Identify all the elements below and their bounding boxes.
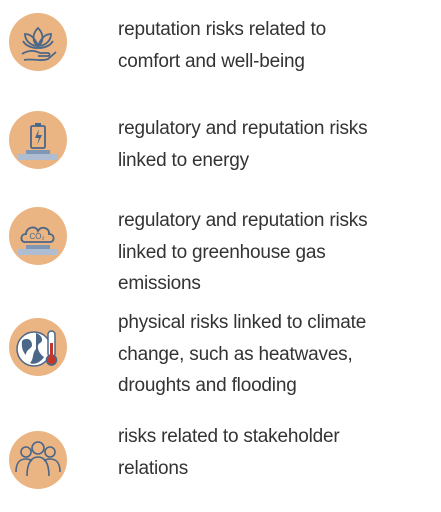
text-line: comfort and well-being (118, 50, 305, 72)
text-line: relations (118, 457, 189, 479)
text-line: regulatory and reputation risks (118, 118, 368, 139)
text-line: linked to greenhouse gas (118, 241, 326, 263)
risk-icon (9, 13, 67, 71)
text-line: physical risks linked to climate (118, 312, 367, 333)
risk-icon (9, 431, 67, 489)
risk-text: physical risks linked to climate change, … (118, 307, 441, 402)
risk-icon (9, 111, 67, 169)
risk-icon: CO₂ (9, 207, 67, 265)
text-line: risks related to stakeholder (118, 426, 340, 447)
risk-icon (9, 318, 67, 376)
text-line: linked to energy (118, 149, 249, 171)
text-line: reputation risks related to (118, 19, 326, 40)
risk-text: regulatory and reputation risks linked to… (118, 113, 441, 176)
risk-text: risks related to stakeholder relations (118, 421, 441, 484)
risk-text: regulatory and reputation risks linked to… (118, 205, 441, 300)
risk-text: reputation risks related to comfort and w… (118, 14, 441, 77)
text-line: change, such as heatwaves, (118, 343, 353, 365)
text-line: droughts and flooding (118, 375, 297, 396)
text-line: regulatory and reputation risks (118, 210, 368, 231)
text-line: emissions (118, 273, 201, 294)
svg-text:CO₂: CO₂ (29, 232, 44, 241)
